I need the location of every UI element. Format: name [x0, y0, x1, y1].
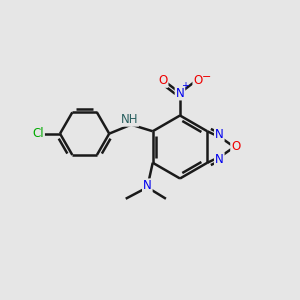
Text: Cl: Cl	[32, 127, 44, 140]
Text: NH: NH	[121, 113, 138, 126]
Text: −: −	[201, 72, 211, 82]
Text: O: O	[158, 74, 167, 87]
Text: N: N	[176, 86, 184, 100]
Text: O: O	[194, 74, 202, 87]
Text: O: O	[231, 140, 240, 154]
Text: N: N	[215, 128, 224, 141]
Text: N: N	[215, 153, 224, 166]
Text: N: N	[143, 179, 152, 192]
Text: +: +	[182, 80, 189, 91]
